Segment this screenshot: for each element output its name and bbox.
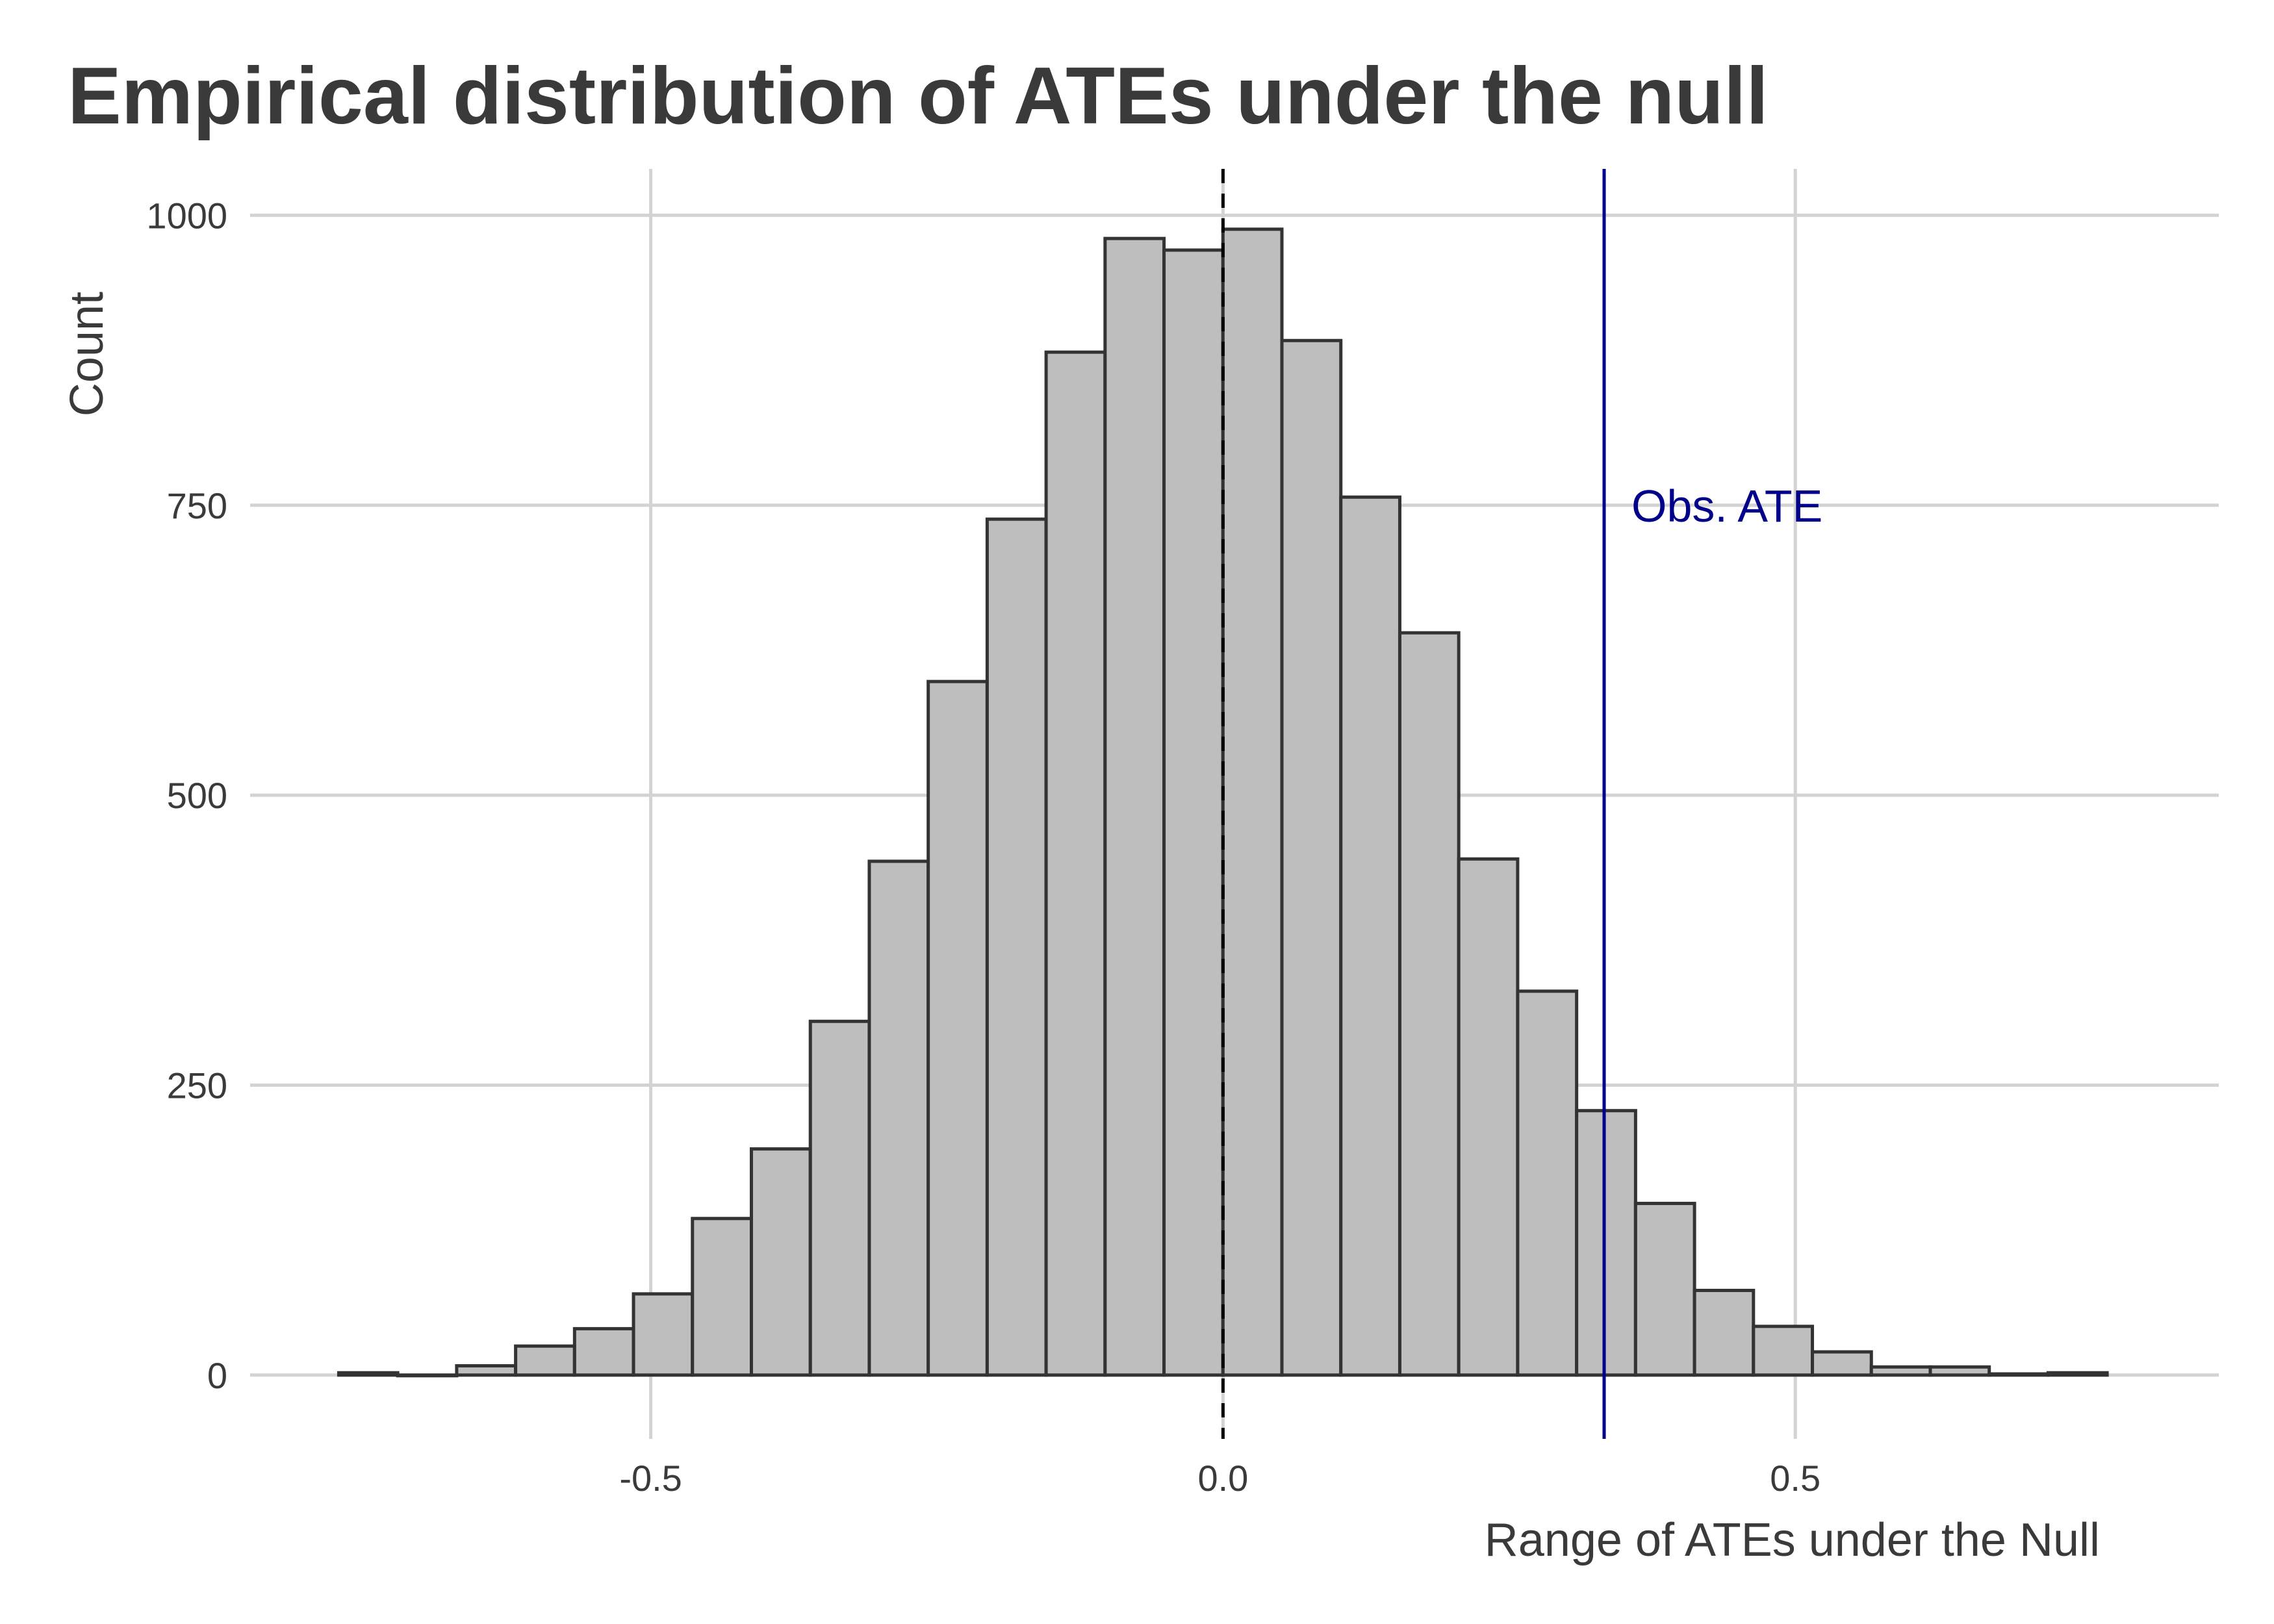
y-tick-label: 750 (167, 485, 227, 526)
histogram-bar (632, 1292, 695, 1377)
histogram-bar (926, 679, 989, 1377)
x-tick-label: 0.5 (1770, 1458, 1820, 1499)
histogram-bar (1693, 1288, 1756, 1377)
histogram-bar (867, 859, 930, 1377)
x-axis-label: Range of ATEs under the Null (1485, 1514, 2100, 1566)
y-tick-label: 500 (167, 775, 227, 816)
histogram-bar (337, 1371, 400, 1377)
histogram-bar (1987, 1372, 2050, 1377)
histogram-bar (2046, 1371, 2109, 1377)
histogram-bar (572, 1326, 635, 1377)
histogram-bar (691, 1217, 754, 1377)
observed-ate-label: Obs. ATE (1631, 481, 1822, 531)
histogram-bar (985, 517, 1048, 1377)
histogram-bar (1398, 631, 1461, 1377)
tick-labels-layer: 0 250 500 750 1000 -0.5 0.0 0.5 (146, 195, 1820, 1499)
histogram-bar (455, 1364, 518, 1377)
histogram-bar (1339, 495, 1401, 1377)
x-tick-label: -0.5 (619, 1458, 682, 1499)
reference-lines-layer (1221, 169, 1606, 1439)
histogram-bar (1752, 1325, 1815, 1377)
histogram-bar (1162, 248, 1225, 1377)
histogram-bar (1516, 989, 1579, 1377)
chart-title: Empirical distribution of ATEs under the… (68, 51, 1769, 141)
histogram-bar (1044, 350, 1107, 1377)
histogram-bar (808, 1019, 871, 1377)
y-tick-label: 1000 (146, 195, 227, 236)
histogram-bar (1633, 1202, 1696, 1377)
bars-layer (337, 227, 2109, 1378)
histogram-bar (1928, 1365, 1991, 1377)
histogram-bar (396, 1373, 459, 1378)
histogram-bar (1457, 857, 1520, 1377)
y-tick-label: 250 (167, 1065, 227, 1106)
histogram-bar (514, 1344, 576, 1377)
y-axis-label: Count (61, 292, 113, 416)
histogram-bar (1575, 1109, 1637, 1377)
histogram-bar (1221, 227, 1284, 1377)
histogram-bar (750, 1147, 812, 1377)
histogram-bar (1103, 236, 1166, 1377)
histogram-bar (1811, 1350, 1873, 1377)
x-tick-label: 0.0 (1197, 1458, 1248, 1499)
histogram-bar (1869, 1365, 1932, 1377)
y-tick-label: 0 (207, 1355, 227, 1396)
histogram-bar (1280, 338, 1343, 1377)
